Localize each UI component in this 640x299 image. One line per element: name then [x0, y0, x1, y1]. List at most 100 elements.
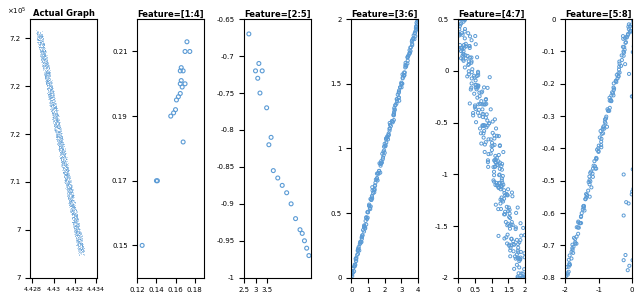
Point: [56, 154, 66, 159]
Point: [68, 224, 79, 228]
Point: [71, 208, 81, 213]
Point: [54, 146, 65, 151]
Point: [40, 67, 50, 72]
Point: [361, 222, 371, 227]
Point: [518, 275, 528, 280]
Point: [35, 38, 45, 43]
Point: [481, 97, 491, 102]
Point: [614, 61, 625, 66]
Point: [42, 56, 52, 61]
Point: [74, 239, 84, 244]
Point: [35, 42, 45, 47]
Point: [47, 78, 57, 83]
Point: [58, 162, 68, 167]
Point: [43, 62, 53, 67]
Point: [78, 250, 88, 254]
Point: [510, 254, 520, 259]
Point: [56, 160, 66, 164]
Point: [40, 68, 50, 73]
Point: [42, 57, 52, 62]
Point: [71, 229, 81, 234]
Point: [480, 123, 490, 128]
Point: [54, 146, 64, 151]
Point: [62, 190, 72, 195]
Point: [57, 163, 67, 168]
Point: [52, 131, 62, 136]
Point: [35, 45, 45, 50]
Point: [499, 236, 509, 241]
Point: [618, 49, 628, 54]
Point: [67, 207, 77, 211]
Point: [40, 57, 50, 62]
Point: [58, 166, 68, 171]
Point: [54, 131, 64, 136]
Point: [34, 34, 44, 39]
Point: [515, 255, 525, 260]
Point: [50, 112, 60, 116]
Point: [463, 62, 474, 67]
Point: [52, 118, 63, 122]
Point: [43, 83, 53, 87]
Point: [45, 104, 55, 109]
Point: [624, 71, 634, 76]
Point: [57, 139, 67, 144]
Point: [497, 185, 507, 190]
Point: [51, 122, 61, 127]
Point: [43, 70, 53, 75]
Point: [50, 99, 60, 104]
Point: [66, 209, 76, 214]
Point: [58, 155, 68, 160]
Point: [381, 137, 391, 142]
Point: [38, 52, 48, 57]
Point: [596, 136, 607, 141]
Point: [63, 203, 74, 208]
Point: [66, 199, 76, 204]
Point: [570, 241, 580, 246]
Point: [455, 43, 465, 48]
Point: [600, 121, 611, 126]
Point: [65, 187, 76, 192]
Point: [42, 58, 52, 63]
Point: [61, 160, 71, 164]
Point: [46, 87, 56, 91]
Point: [64, 194, 74, 199]
Point: [498, 182, 508, 187]
Point: [67, 205, 77, 210]
Point: [291, 216, 301, 221]
Point: [40, 51, 50, 56]
Point: [56, 131, 66, 135]
Point: [51, 106, 61, 111]
Point: [51, 121, 61, 126]
Point: [491, 157, 501, 162]
Point: [176, 78, 186, 83]
Point: [46, 79, 56, 83]
Point: [52, 116, 63, 121]
Point: [565, 263, 575, 267]
Point: [58, 164, 68, 169]
Point: [268, 168, 278, 173]
Point: [76, 234, 86, 239]
Point: [52, 116, 63, 121]
Point: [41, 79, 51, 84]
Point: [40, 71, 50, 76]
Point: [35, 45, 45, 49]
Point: [77, 240, 87, 245]
Point: [67, 213, 77, 218]
Point: [52, 139, 63, 144]
Point: [40, 57, 50, 62]
Point: [38, 49, 49, 54]
Point: [56, 126, 66, 130]
Point: [61, 177, 72, 182]
Point: [511, 225, 521, 230]
Point: [65, 179, 76, 184]
Point: [44, 70, 54, 75]
Point: [67, 184, 77, 189]
Point: [35, 32, 45, 36]
Point: [46, 91, 56, 96]
Point: [74, 240, 84, 245]
Point: [66, 208, 76, 213]
Point: [56, 140, 67, 145]
Point: [38, 41, 48, 45]
Point: [63, 172, 74, 177]
Point: [66, 185, 76, 190]
